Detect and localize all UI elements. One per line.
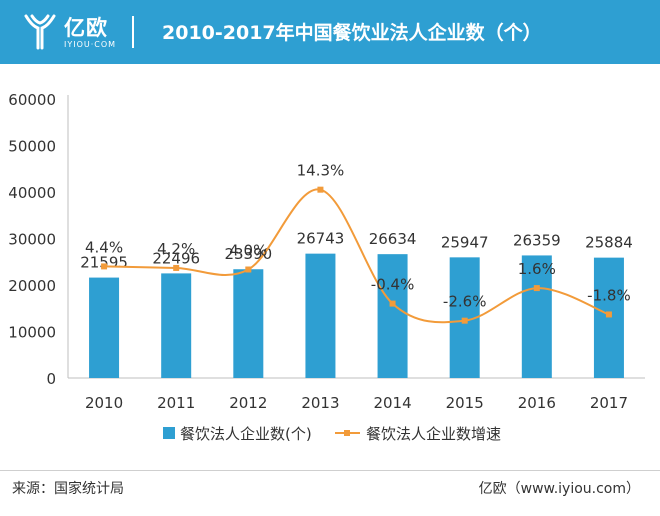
logo-text: 亿欧: [64, 16, 108, 40]
bar-value-label: 25884: [585, 234, 633, 252]
bar-value-label: 26634: [369, 230, 417, 248]
x-tick-label: 2015: [446, 394, 484, 412]
bar: [161, 273, 192, 378]
bar: [377, 254, 408, 378]
x-tick-label: 2014: [373, 394, 411, 412]
x-tick-label: 2013: [301, 394, 339, 412]
growth-label: 4.2%: [157, 240, 195, 258]
y-tick-label: 20000: [8, 277, 56, 295]
growth-label: -1.8%: [587, 286, 631, 304]
y-tick-label: 30000: [8, 231, 56, 249]
bar: [233, 269, 264, 378]
bar: [521, 255, 552, 378]
y-tick-label: 40000: [8, 184, 56, 202]
bar-value-label: 25947: [441, 233, 489, 251]
growth-point: [173, 264, 180, 271]
growth-label: 4.0%: [229, 242, 267, 260]
growth-label: -2.6%: [443, 293, 487, 311]
growth-point: [461, 317, 468, 324]
header-divider: [132, 16, 134, 48]
chart-title: 2010-2017年中国餐饮业法人企业数（个）: [162, 22, 542, 44]
bar: [89, 277, 120, 378]
x-tick-label: 2012: [229, 394, 267, 412]
y-tick-label: 50000: [8, 138, 56, 156]
logo: 亿欧 IYIOU·COM: [22, 10, 122, 56]
x-tick-label: 2010: [85, 394, 123, 412]
y-tick-label: 60000: [8, 91, 56, 109]
x-tick-label: 2017: [590, 394, 628, 412]
brand-note: 亿欧（www.iyiou.com）: [478, 481, 640, 497]
growth-label: 14.3%: [297, 162, 345, 180]
y-tick-label: 10000: [8, 324, 56, 342]
growth-label: -0.4%: [371, 276, 415, 294]
growth-line: [104, 188, 610, 324]
growth-point: [101, 263, 108, 270]
y-tick-label: 0: [46, 370, 56, 388]
growth-label: 1.6%: [518, 260, 556, 278]
logo-subtext: IYIOU·COM: [64, 40, 117, 49]
bar-value-label: 26359: [513, 231, 561, 249]
bar-value-label: 22496: [152, 249, 200, 267]
bar-value-label: 26743: [297, 230, 345, 248]
source-note: 来源：国家统计局: [12, 481, 124, 497]
growth-point: [533, 285, 540, 292]
growth-point: [317, 186, 324, 193]
logo-icon: [24, 14, 56, 50]
growth-label: 4.4%: [85, 238, 123, 256]
legend-line-marker: [344, 430, 350, 436]
bar: [593, 257, 624, 378]
x-tick-label: 2011: [157, 394, 195, 412]
x-tick-label: 2016: [518, 394, 556, 412]
legend-line-label: 餐饮法人企业数增速: [366, 425, 501, 443]
bar: [305, 253, 336, 378]
header-banner: 亿欧 IYIOU·COM 2010-2017年中国餐饮业法人企业数（个）: [0, 0, 660, 64]
growth-point: [389, 300, 396, 307]
footer-divider: [0, 470, 660, 471]
legend-bar-swatch: [163, 427, 175, 439]
growth-point: [605, 311, 612, 318]
legend-bar-label: 餐饮法人企业数(个): [180, 425, 312, 443]
growth-point: [245, 266, 252, 273]
